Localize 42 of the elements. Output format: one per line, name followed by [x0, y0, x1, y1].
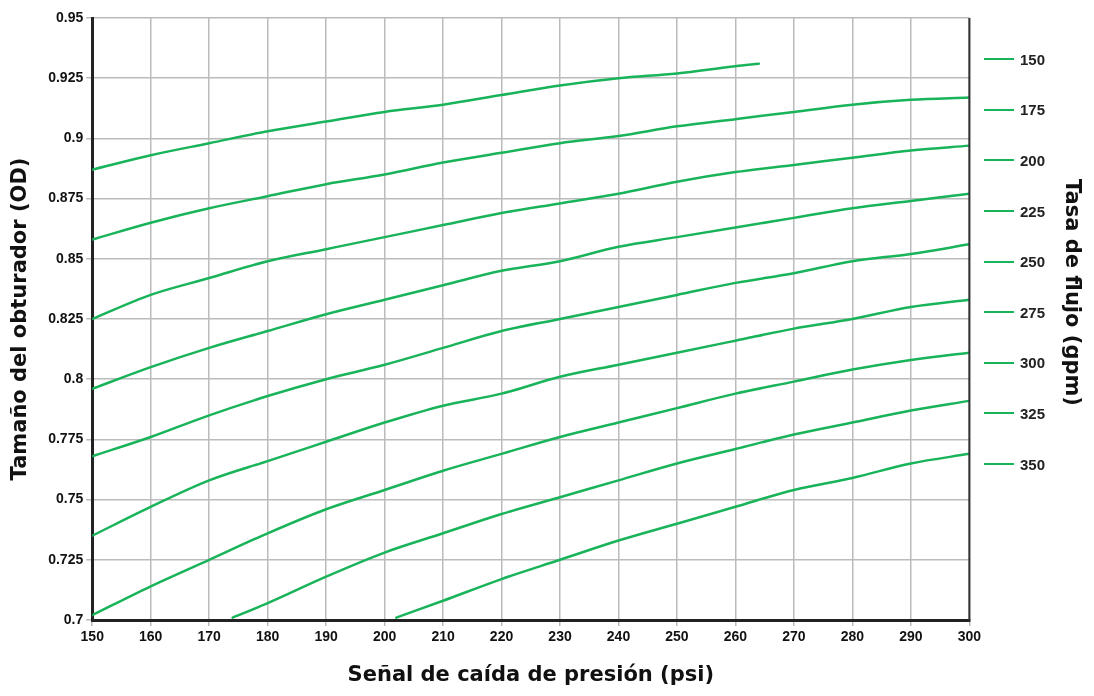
- x-tick-label: 280: [840, 628, 865, 645]
- legend-label: 250: [1020, 253, 1046, 271]
- legend-label: 300: [1020, 354, 1046, 372]
- x-tick-label: 200: [372, 628, 397, 645]
- y-tick-label: 0.825: [48, 309, 84, 326]
- x-tick-label: 160: [139, 628, 163, 645]
- x-tick-label: 220: [489, 628, 514, 645]
- legend-label: 275: [1020, 303, 1046, 321]
- x-tick-label: 180: [255, 628, 280, 645]
- legend-title: Tasa de flujo (gpm): [1061, 179, 1086, 408]
- legend-label: 150: [1020, 50, 1046, 68]
- y-tick-label: 0.8: [63, 370, 84, 387]
- x-tick-label: 300: [957, 628, 982, 645]
- x-tick-label: 240: [606, 628, 631, 645]
- line-series: [92, 62, 761, 171]
- x-axis-title: Señal de caída de presión (psi): [347, 661, 714, 686]
- legend-label: 175: [1020, 101, 1046, 119]
- y-tick-label: 0.85: [55, 249, 84, 266]
- x-tick-label: 270: [782, 628, 806, 645]
- y-axis-title: Tamaño del obturador (OD): [7, 157, 32, 481]
- y-tick-label: 0.775: [48, 430, 84, 447]
- y-tick-label: 0.725: [48, 550, 84, 567]
- x-tick-label: 230: [548, 628, 572, 645]
- legend-label: 350: [1020, 455, 1046, 473]
- x-tick-label: 260: [723, 628, 748, 645]
- x-tick-label: 150: [80, 628, 105, 645]
- line-series: [231, 399, 970, 619]
- y-tick-label: 0.875: [48, 189, 84, 206]
- x-tick-label: 250: [665, 628, 689, 645]
- y-tick-label: 0.9: [63, 129, 84, 146]
- line-series: [395, 452, 970, 619]
- x-tick-label: 290: [899, 628, 923, 645]
- y-tick-label: 0.925: [48, 69, 84, 86]
- y-tick-label: 0.95: [55, 8, 84, 25]
- y-tick-label: 0.75: [55, 490, 84, 507]
- legend-label: 225: [1020, 202, 1046, 220]
- x-tick-label: 190: [314, 628, 339, 645]
- x-tick-label: 210: [431, 628, 455, 645]
- legend-label: 325: [1020, 404, 1046, 422]
- y-tick-label: 0.7: [63, 610, 84, 627]
- legend-label: 200: [1020, 151, 1046, 169]
- x-tick-label: 170: [197, 628, 222, 645]
